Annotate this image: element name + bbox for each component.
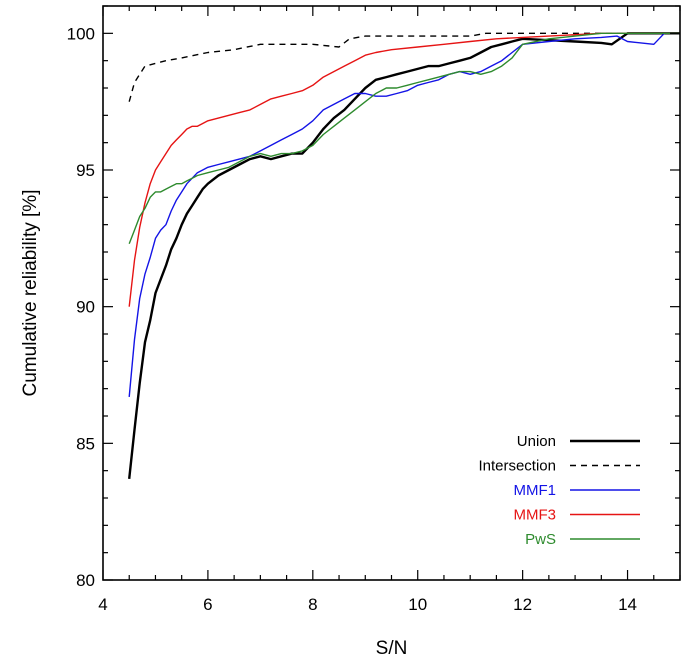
- x-tick-label: 10: [408, 595, 427, 614]
- legend-label-mmf3: MMF3: [514, 507, 557, 524]
- legend: Union Intersection MMF1 MMF3 PwS: [478, 433, 640, 548]
- legend-label-mmf1: MMF1: [514, 482, 557, 499]
- y-tick-label: 100: [67, 24, 95, 43]
- y-axis-title: Cumulative reliability [%]: [20, 190, 41, 397]
- series-line-union: [128, 32, 680, 480]
- y-tick-label: 95: [76, 161, 95, 180]
- y-tick-label: 80: [76, 571, 95, 590]
- legend-label-union: Union: [517, 433, 556, 450]
- series-line-mmf1: [128, 32, 680, 397]
- x-tick-label: 14: [618, 595, 637, 614]
- series-layer: [128, 32, 680, 480]
- plot-frame: [102, 5, 681, 581]
- x-axis-title: S/N: [376, 638, 408, 659]
- series-line-pws: [128, 32, 680, 245]
- x-tick-label: 4: [98, 595, 107, 614]
- legend-label-intersection: Intersection: [478, 458, 556, 475]
- legend-label-pws: PwS: [525, 531, 556, 548]
- x-tick-label: 8: [308, 595, 317, 614]
- y-tick-label: 90: [76, 298, 95, 317]
- x-tick-label: 6: [203, 595, 212, 614]
- y-tick-label: 85: [76, 434, 95, 453]
- series-line-mmf3: [128, 32, 680, 307]
- x-tick-label: 12: [513, 595, 532, 614]
- ticks-layer: 4 6 8 10 12 14 80 85 90 95 100: [67, 5, 681, 614]
